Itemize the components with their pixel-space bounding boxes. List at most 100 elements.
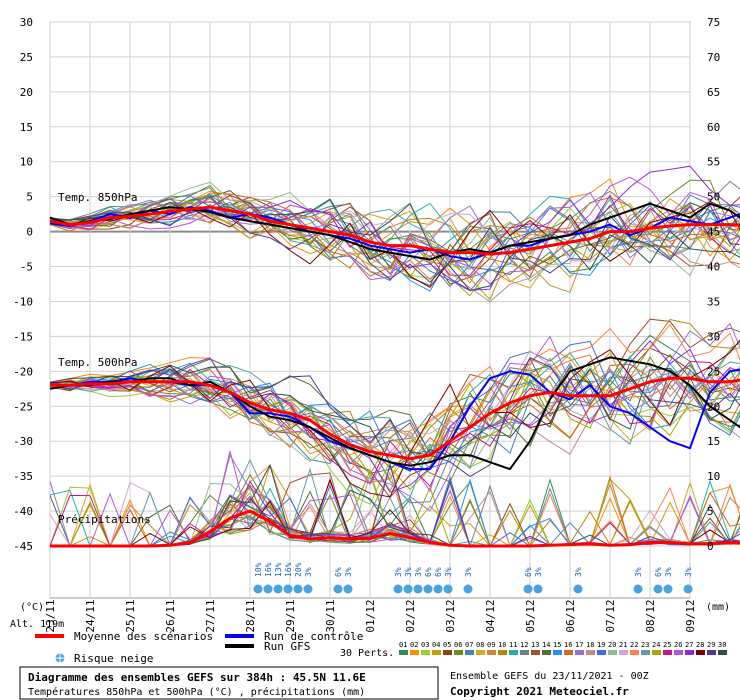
y-tick-left: -30 [13,435,33,448]
member-line-500 [49,318,740,462]
y-tick-right: 0 [707,540,714,553]
y-tick-right: 30 [707,330,720,343]
snow-pct-label: 13% [274,562,283,577]
snow-pct-label: 3% [664,567,673,577]
y-tick-left: 25 [20,51,33,64]
member-legend-swatch [663,650,672,655]
snow-marker-icon [653,584,663,594]
member-line-500 [49,354,740,456]
member-legend-swatch [520,650,529,655]
snow-pct-label: 10% [254,562,263,577]
member-legend-swatch [399,650,408,655]
x-tick-label: 04/12 [484,599,497,632]
y-tick-right: 55 [707,156,720,169]
member-legend-swatch [476,650,485,655]
mean-line-850 [49,205,740,256]
y-tick-left: -5 [20,261,33,274]
snow-marker-icon [463,584,473,594]
y-tick-left: -15 [13,330,33,343]
run-info: Ensemble GEFS du 23/11/2021 - 00Z [450,671,649,682]
snow-pct-label: 3% [464,567,473,577]
y-tick-right: 15 [707,435,720,448]
label-temp-850: Temp. 850hPa [58,191,137,204]
chart-title: Diagramme des ensembles GEFS sur 384h : … [28,671,366,684]
y-tick-left: -25 [13,400,33,413]
member-legend-swatch [608,650,617,655]
y-tick-left: -10 [13,295,33,308]
member-legend-label: 23 [641,641,649,649]
snow-pct-label: 6% [424,567,433,577]
snow-pct-label: 3% [414,567,423,577]
snow-marker-icon [253,584,263,594]
snow-pct-label: 3% [534,567,543,577]
member-legend-swatch [410,650,419,655]
member-legend-swatch [652,650,661,655]
member-legend-label: 28 [696,641,704,649]
snow-marker-icon [393,584,403,594]
y-tick-left: 10 [20,156,33,169]
member-legend-label: 10 [498,641,506,649]
member-line-500 [49,364,740,472]
member-legend-swatch [487,650,496,655]
member-legend-label: 13 [531,641,539,649]
member-legend-swatch [641,650,650,655]
member-line-precip [50,463,740,547]
y-tick-right: 60 [707,121,720,134]
y-tick-right: 20 [707,400,720,413]
member-legend-swatch [685,650,694,655]
mean-line-500 [50,376,740,461]
x-tick-label: 05/12 [524,599,537,632]
snow-risk-markers: 10% 16% 13% 16% 20% 3% 6% 3% 3% 3% 3% 6% 6% 3% 3% 6% 3% 3… [253,562,693,594]
y-tick-left: 15 [20,121,33,134]
x-tick-label: 07/12 [604,599,617,632]
member-legend-swatch [421,650,430,655]
member-line-850 [49,201,740,270]
member-legend-label: 03 [421,641,429,649]
y-tick-left: 20 [20,86,33,99]
member-legend-swatch [707,650,716,655]
member-legend-swatch [509,650,518,655]
snow-marker-icon [263,584,273,594]
snow-pct-label: 16% [264,562,273,577]
x-tick-label: 24/11 [84,599,97,632]
snow-marker-icon [293,584,303,594]
snow-pct-label: 6% [654,567,663,577]
snow-marker-icon [683,584,693,594]
footer: Diagramme des ensembles GEFS sur 384h : … [19,666,649,700]
member-legend-swatch [718,650,727,655]
member-line-850 [49,198,740,292]
member-legend-label: 22 [630,641,638,649]
x-tick-label: 01/12 [364,599,377,632]
member-legend-swatch [531,650,540,655]
snow-marker-icon [283,584,293,594]
x-tick-label: 03/12 [444,599,457,632]
member-legend-label: 04 [432,641,440,649]
y-tick-right: 65 [707,86,720,99]
y-tick-left: 5 [26,191,33,204]
member-legend-label: 24 [652,641,660,649]
snow-marker-icon [413,584,423,594]
member-legend-label: 07 [465,641,473,649]
member-legend-swatch [443,650,452,655]
member-legend-label: 21 [619,641,627,649]
x-tick-label: 02/12 [404,599,417,632]
member-legend-swatch [696,650,705,655]
member-line-850 [49,194,740,276]
snow-pct-label: 3% [444,567,453,577]
member-legend-label: 12 [520,641,528,649]
member-line-500 [49,335,740,493]
x-tick-label: 09/12 [684,599,697,632]
snow-pct-label: 6% [524,567,533,577]
snow-marker-icon [333,584,343,594]
member-line-850 [49,192,740,277]
snow-pct-label: 3% [304,567,313,577]
gfs-line-850 [49,202,740,261]
right-axis-unit: (mm) [706,602,730,613]
snow-pct-label: 6% [334,567,343,577]
legend-mean-label: Moyenne des scénarios [74,630,213,643]
member-legend-swatch [597,650,606,655]
member-legend-swatch [465,650,474,655]
member-legend-swatch [564,650,573,655]
member-line-850 [49,204,740,263]
